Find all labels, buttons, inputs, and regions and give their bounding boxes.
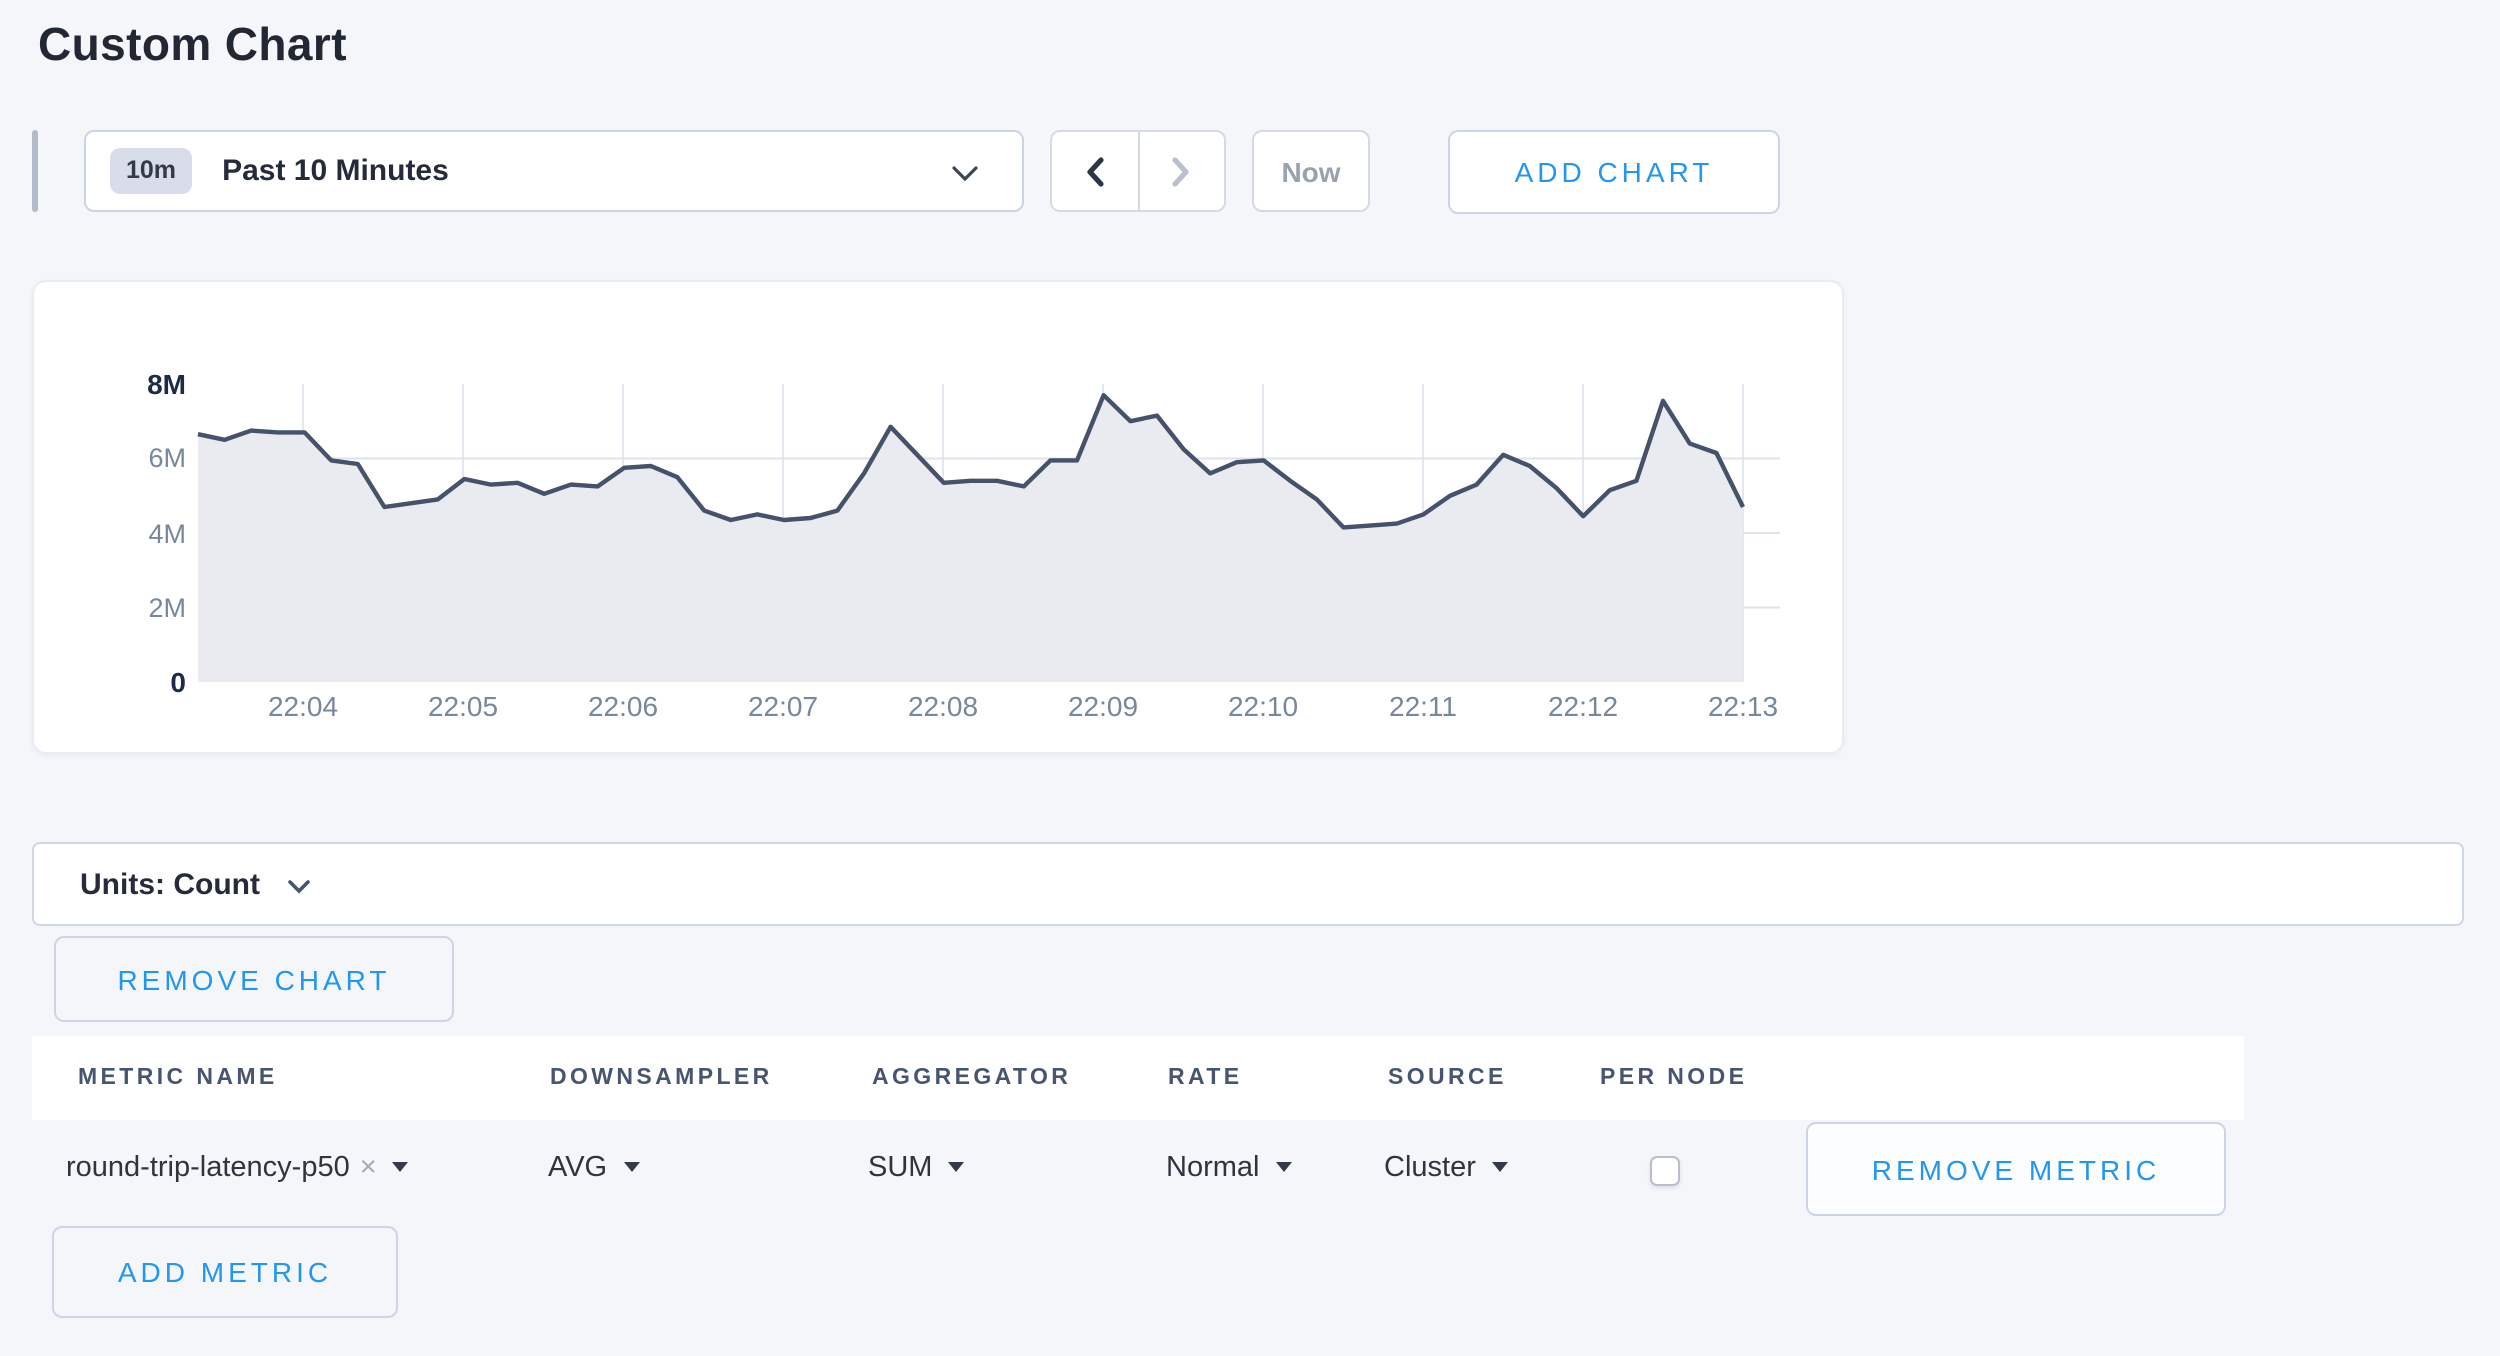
x-axis-tick-label: 22:07: [747, 690, 819, 722]
metrics-table-header: METRIC NAME DOWNSAMPLER AGGREGATOR RATE …: [32, 1036, 2244, 1120]
metric-name-value: round-trip-latency-p50: [66, 1152, 350, 1184]
add-metric-button[interactable]: ADD METRIC: [52, 1226, 398, 1318]
time-back-button[interactable]: [1052, 132, 1137, 210]
now-button[interactable]: Now: [1252, 130, 1370, 212]
x-axis-tick-label: 22:05: [427, 690, 499, 722]
x-axis-tick-label: 22:04: [267, 690, 339, 722]
x-axis-tick-label: 22:11: [1389, 690, 1457, 722]
chevron-left-icon: [1084, 155, 1106, 187]
series-area-fill: [198, 395, 1743, 682]
x-axis-tick-label: 22:10: [1227, 690, 1299, 722]
column-header-source: SOURCE: [1388, 1066, 1507, 1090]
y-axis-tick-label: 8M: [147, 368, 186, 400]
series-line: [197, 393, 1745, 530]
downsampler-value: AVG: [548, 1152, 608, 1184]
y-axis-tick-label: 4M: [148, 518, 186, 548]
rate-value: Normal: [1166, 1152, 1260, 1184]
chevron-down-icon: [288, 879, 310, 893]
x-axis-tick-label: 22:09: [1067, 690, 1139, 722]
metric-row: round-trip-latency-p50 × AVG SUM Normal C…: [0, 1122, 2500, 1216]
caret-down-icon: [392, 1162, 409, 1172]
caret-down-icon: [623, 1162, 640, 1172]
remove-metric-button[interactable]: REMOVE METRIC: [1806, 1122, 2226, 1216]
toolbar-accent-bar: [32, 130, 38, 212]
time-range-label: Past 10 Minutes: [222, 154, 449, 188]
source-dropdown[interactable]: Cluster: [1384, 1122, 1508, 1216]
caret-down-icon: [948, 1162, 965, 1172]
downsampler-dropdown[interactable]: AVG: [548, 1122, 640, 1216]
units-select-label: Units: Count: [80, 867, 260, 901]
per-node-checkbox[interactable]: [1650, 1156, 1680, 1186]
chart-card: 0 2M 4M 6M 8M 22:04 22:05 22:06 22:07 22:08 22:09…: [32, 280, 1844, 754]
column-header-aggregator: AGGREGATOR: [872, 1066, 1072, 1090]
time-forward-button[interactable]: [1137, 132, 1224, 210]
column-header-downsampler: DOWNSAMPLER: [550, 1066, 773, 1090]
caret-down-icon: [1491, 1162, 1508, 1172]
timeseries-chart: [197, 384, 1780, 682]
chevron-down-icon: [952, 166, 978, 182]
y-axis-tick-label: 2M: [148, 592, 186, 623]
time-range-select[interactable]: 10m Past 10 Minutes: [84, 130, 1024, 212]
y-axis-tick-label: 6M: [148, 443, 186, 474]
rate-dropdown[interactable]: Normal: [1166, 1122, 1292, 1216]
time-range-badge: 10m: [110, 148, 193, 194]
x-axis-tick-label: 22:06: [587, 690, 659, 722]
metric-name-dropdown[interactable]: round-trip-latency-p50 ×: [66, 1122, 409, 1216]
caret-down-icon: [1275, 1162, 1292, 1172]
remove-chart-button[interactable]: REMOVE CHART: [54, 936, 454, 1022]
remove-tag-icon[interactable]: ×: [359, 1152, 377, 1184]
x-axis-tick-label: 22:12: [1547, 690, 1619, 722]
aggregator-dropdown[interactable]: SUM: [868, 1122, 965, 1216]
y-axis-tick-label: 0: [170, 666, 186, 698]
source-value: Cluster: [1384, 1152, 1476, 1184]
column-header-rate: RATE: [1168, 1066, 1243, 1090]
page-title: Custom Chart: [38, 18, 347, 70]
x-axis-tick-label: 22:08: [907, 690, 979, 722]
aggregator-value: SUM: [868, 1152, 933, 1184]
column-header-metric-name: METRIC NAME: [78, 1066, 278, 1090]
time-step-button-group: [1050, 130, 1226, 212]
add-chart-button[interactable]: ADD CHART: [1448, 130, 1780, 214]
column-header-per-node: PER NODE: [1600, 1066, 1748, 1090]
chevron-right-icon: [1171, 155, 1193, 187]
x-axis-tick-label: 22:13: [1707, 690, 1779, 722]
units-select[interactable]: Units: Count: [32, 842, 2464, 926]
